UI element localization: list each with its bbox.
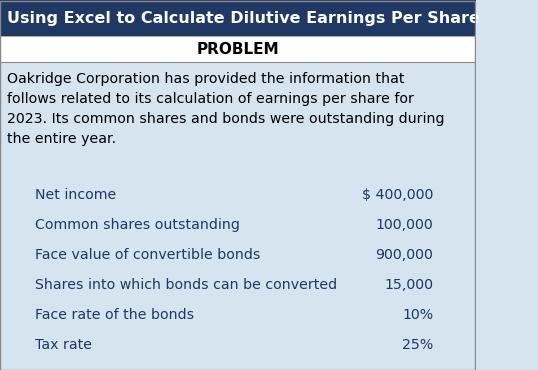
Text: Using Excel to Calculate Dilutive Earnings Per Share: Using Excel to Calculate Dilutive Earnin… [7,10,480,26]
FancyBboxPatch shape [0,0,476,36]
Text: Tax rate: Tax rate [36,338,93,352]
Text: 25%: 25% [402,338,434,352]
FancyBboxPatch shape [0,62,476,370]
Text: $ 400,000: $ 400,000 [362,188,434,202]
Text: 100,000: 100,000 [376,218,434,232]
Text: 15,000: 15,000 [385,278,434,292]
Text: Face rate of the bonds: Face rate of the bonds [36,308,195,322]
Text: 900,000: 900,000 [376,248,434,262]
FancyBboxPatch shape [0,36,476,62]
Text: Net income: Net income [36,188,117,202]
Text: Common shares outstanding: Common shares outstanding [36,218,240,232]
Text: Shares into which bonds can be converted: Shares into which bonds can be converted [36,278,337,292]
Text: PROBLEM: PROBLEM [196,41,279,57]
Text: 10%: 10% [402,308,434,322]
Text: Oakridge Corporation has provided the information that
follows related to its ca: Oakridge Corporation has provided the in… [7,72,444,146]
Text: Face value of convertible bonds: Face value of convertible bonds [36,248,261,262]
